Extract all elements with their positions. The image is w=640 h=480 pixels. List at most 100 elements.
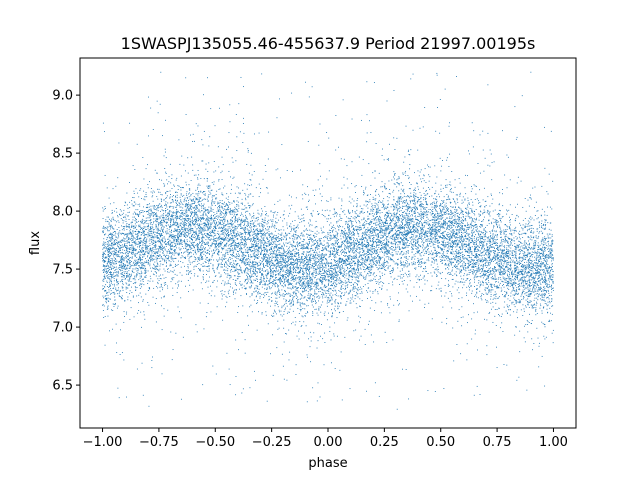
- data-point: [434, 252, 436, 254]
- data-point: [309, 237, 311, 239]
- data-point: [384, 208, 386, 209]
- data-point: [303, 296, 305, 298]
- data-point: [242, 253, 244, 255]
- data-point: [128, 226, 130, 228]
- data-point: [388, 159, 389, 161]
- data-point: [301, 243, 303, 245]
- data-point: [183, 225, 185, 227]
- data-point: [159, 234, 161, 236]
- data-point: [499, 255, 501, 257]
- data-point: [413, 212, 415, 214]
- data-point: [353, 260, 355, 262]
- data-point: [302, 265, 304, 267]
- data-point: [503, 270, 505, 272]
- data-point: [463, 275, 465, 277]
- data-point: [481, 242, 482, 244]
- data-point: [540, 263, 542, 264]
- data-point: [181, 243, 183, 245]
- data-point: [416, 183, 418, 185]
- data-point: [214, 233, 216, 235]
- data-point: [108, 276, 110, 277]
- data-point: [512, 240, 514, 242]
- data-point: [220, 224, 222, 226]
- data-point: [336, 278, 338, 280]
- data-point: [468, 233, 470, 235]
- data-point: [363, 233, 365, 235]
- data-point: [500, 255, 502, 257]
- data-point: [201, 244, 203, 246]
- data-point: [197, 169, 199, 171]
- data-point: [458, 287, 460, 289]
- data-point: [247, 255, 249, 257]
- data-point: [341, 241, 343, 243]
- data-point: [200, 226, 202, 228]
- data-point: [495, 293, 497, 295]
- data-point: [385, 188, 387, 190]
- data-point: [106, 293, 108, 295]
- data-point: [227, 228, 229, 230]
- data-point: [537, 278, 539, 280]
- data-point: [502, 278, 504, 280]
- data-point: [446, 222, 448, 224]
- data-point: [546, 305, 548, 307]
- data-point: [330, 292, 332, 294]
- data-point: [253, 171, 255, 172]
- data-point: [171, 278, 173, 280]
- data-point: [325, 248, 327, 250]
- data-point: [194, 208, 196, 210]
- data-point: [396, 224, 398, 226]
- data-point: [198, 220, 199, 221]
- data-point: [436, 201, 437, 203]
- data-point: [408, 195, 410, 197]
- data-point: [494, 259, 496, 261]
- data-point: [430, 227, 432, 229]
- data-point: [283, 258, 285, 260]
- data-point: [159, 191, 161, 193]
- data-point: [465, 237, 467, 239]
- data-point: [517, 267, 519, 269]
- data-point: [233, 266, 235, 268]
- data-point: [524, 198, 526, 199]
- data-point: [534, 281, 536, 283]
- data-point: [389, 217, 390, 219]
- data-point: [196, 214, 197, 216]
- data-point: [304, 276, 306, 278]
- data-point: [543, 272, 544, 274]
- data-point: [131, 256, 133, 258]
- data-point: [522, 270, 524, 272]
- data-point: [325, 295, 327, 297]
- data-point: [263, 244, 264, 245]
- data-point: [119, 240, 121, 242]
- data-point: [104, 247, 106, 249]
- data-point: [420, 210, 422, 212]
- data-point: [414, 205, 416, 207]
- data-point: [357, 261, 358, 263]
- data-point: [543, 335, 545, 337]
- data-point: [378, 235, 379, 237]
- data-point: [270, 305, 271, 307]
- data-point: [220, 237, 222, 239]
- data-point: [440, 287, 442, 289]
- data-point: [304, 259, 305, 261]
- data-point: [442, 244, 444, 246]
- data-point: [225, 249, 227, 251]
- data-point: [281, 305, 283, 307]
- data-point: [389, 225, 391, 227]
- data-point: [386, 249, 387, 251]
- data-point: [254, 246, 256, 248]
- data-point: [473, 266, 475, 268]
- data-point: [484, 258, 486, 260]
- data-point: [226, 148, 228, 150]
- data-point: [143, 216, 145, 217]
- data-point: [528, 280, 530, 282]
- data-point: [116, 211, 118, 213]
- data-point: [185, 211, 187, 213]
- data-point: [484, 254, 485, 256]
- data-point: [268, 258, 270, 260]
- data-point: [336, 273, 338, 275]
- data-point: [532, 278, 534, 280]
- data-point: [488, 331, 490, 333]
- data-point: [312, 272, 314, 274]
- data-point: [110, 262, 111, 264]
- data-point: [237, 253, 239, 255]
